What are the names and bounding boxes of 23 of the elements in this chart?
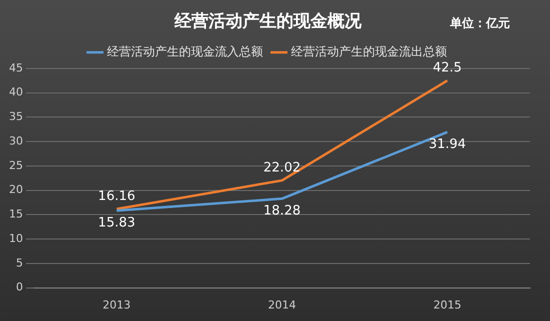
y-tick-label: 40 [8,86,23,99]
y-tick-label: 20 [8,183,23,196]
y-tick-label: 10 [8,232,23,245]
x-tick-label: 2014 [268,298,296,312]
data-label: 18.28 [263,204,301,219]
text: 单位：亿元 [449,16,510,30]
y-tick-label: 35 [8,110,23,124]
y-tick-label: 15 [8,208,23,221]
y-tick-label: 5 [16,256,23,270]
x-tick-label: 2013 [102,298,131,312]
chart-title: 经营活动产生的现金概况 [174,12,362,32]
y-tick-label: 45 [8,61,23,74]
legend-label: 经营活动产生的现金流入总额 [107,44,263,59]
data-label: 42.5 [432,60,462,76]
data-label: 22.02 [263,160,301,176]
data-label: 16.16 [98,188,136,204]
data-label: 31.94 [428,136,466,152]
x-tick-label: 2015 [433,298,462,312]
y-tick-label: 25 [8,158,23,172]
y-tick-label: 0 [16,280,23,294]
legend-label: 经营活动产生的现金流出总额 [291,44,447,59]
y-tick-label: 30 [8,134,23,148]
data-label: 15.83 [98,215,136,230]
